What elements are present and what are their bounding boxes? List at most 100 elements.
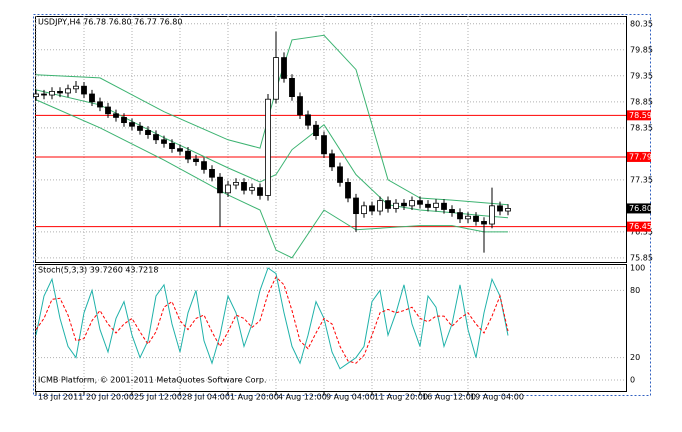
candle-body bbox=[345, 182, 351, 199]
candle-body bbox=[353, 197, 359, 215]
candle-body bbox=[209, 169, 215, 178]
candle-body bbox=[377, 200, 383, 212]
y-tick-label: 0 bbox=[630, 376, 635, 385]
x-tick-label: 16 Aug 12:00 bbox=[422, 393, 476, 402]
candle-body bbox=[289, 78, 295, 98]
candle-body bbox=[337, 166, 343, 183]
candle-body bbox=[33, 93, 39, 98]
candle-body bbox=[217, 176, 223, 194]
candle-body bbox=[193, 158, 199, 163]
candle-body bbox=[65, 88, 71, 94]
candle-body bbox=[249, 187, 255, 191]
y-tick-label: 78.35 bbox=[630, 123, 653, 132]
y-tick-label: 75.85 bbox=[630, 253, 653, 262]
candle-body bbox=[49, 91, 55, 96]
candle-body bbox=[505, 208, 511, 212]
candle-body bbox=[257, 187, 263, 196]
candle-body bbox=[153, 134, 159, 141]
candle-body bbox=[129, 122, 135, 127]
candle-body bbox=[409, 200, 415, 207]
stoch-line bbox=[35, 267, 509, 370]
candle-body bbox=[81, 85, 87, 95]
candle-body bbox=[321, 135, 327, 155]
selection-border bbox=[33, 14, 651, 396]
level-label-box bbox=[627, 151, 651, 162]
candle-body bbox=[105, 106, 111, 115]
candle-body bbox=[97, 101, 103, 108]
candle-body bbox=[169, 143, 175, 150]
bollinger-upper bbox=[35, 34, 509, 206]
y-tick-label: 77.35 bbox=[630, 175, 653, 184]
plot-layer: 75.85 76.35 77.35 78.35 78.85 79.35 79.85 80.35… bbox=[33, 16, 653, 402]
stoch-line bbox=[35, 276, 509, 364]
y-tick-label: 79.35 bbox=[630, 71, 653, 80]
y-tick-label: 76.35 bbox=[630, 227, 653, 236]
candle-body bbox=[481, 221, 487, 225]
main-panel bbox=[35, 16, 627, 263]
current-price-label: 76.80 bbox=[629, 204, 652, 213]
candle-body bbox=[297, 96, 303, 116]
candle-body bbox=[225, 184, 231, 194]
candle-body bbox=[41, 93, 47, 96]
stoch-panel bbox=[35, 264, 627, 392]
x-tick-label: 20 Jul 20:00 bbox=[86, 393, 134, 402]
x-tick-label: 18 Jul 2011 bbox=[38, 393, 83, 402]
level-label: 78.59 bbox=[629, 111, 652, 120]
candle-body bbox=[433, 202, 439, 208]
candle-body bbox=[145, 130, 151, 135]
candle-body bbox=[113, 113, 119, 118]
y-tick-label: 100 bbox=[630, 264, 645, 273]
level-label: 77.79 bbox=[629, 152, 652, 161]
candle-body bbox=[73, 85, 79, 90]
level-label-box bbox=[627, 221, 651, 232]
candle-body bbox=[497, 205, 503, 212]
x-tick-label: 11 Aug 20:00 bbox=[374, 393, 428, 402]
stoch-title: Stoch(5,3,3) 39.7260 43.7218 bbox=[38, 266, 158, 275]
y-tick-label: 80.35 bbox=[630, 19, 653, 28]
y-tick-label: 79.85 bbox=[630, 45, 653, 54]
candle-body bbox=[369, 205, 375, 212]
candle-body bbox=[449, 209, 455, 213]
x-tick-label: 1 Aug 20:00 bbox=[230, 393, 279, 402]
level-label-box bbox=[627, 110, 651, 121]
candle-body bbox=[185, 150, 191, 160]
x-tick-label: 25 Jul 12:00 bbox=[134, 393, 182, 402]
copyright: ICMB Platform, © 2001-2011 MetaQuotes So… bbox=[38, 376, 267, 385]
bollinger-middle bbox=[35, 89, 509, 219]
candle-body bbox=[465, 215, 471, 220]
main-title: USDJPY,H4 76.78 76.80 76.77 76.80 bbox=[38, 18, 182, 27]
candle-body bbox=[425, 203, 431, 208]
candle-body bbox=[401, 202, 407, 207]
candle-body bbox=[241, 182, 247, 191]
y-tick-label: 78.85 bbox=[630, 97, 653, 106]
candle-body bbox=[329, 153, 335, 168]
candle-body bbox=[201, 161, 207, 170]
candle-body bbox=[457, 212, 463, 220]
x-tick-label: 19 Aug 04:00 bbox=[470, 393, 524, 402]
candle-body bbox=[273, 57, 279, 100]
candle-body bbox=[177, 148, 183, 152]
current-price-box bbox=[627, 203, 651, 214]
candle-body bbox=[57, 91, 63, 94]
candle-body bbox=[161, 139, 167, 144]
candle-body bbox=[473, 215, 479, 222]
candle-body bbox=[385, 200, 391, 209]
candle-body bbox=[417, 200, 423, 205]
candle-body bbox=[313, 124, 319, 137]
candle-body bbox=[265, 98, 271, 196]
candle-body bbox=[361, 205, 367, 215]
candle-body bbox=[121, 117, 127, 124]
candle-body bbox=[305, 114, 311, 126]
candle-body bbox=[489, 205, 495, 225]
x-tick-label: 9 Aug 04:00 bbox=[326, 393, 375, 402]
x-tick-label: 4 Aug 12:00 bbox=[278, 393, 327, 402]
level-label: 76.45 bbox=[629, 222, 652, 231]
candle-body bbox=[233, 182, 239, 186]
x-tick-label: 28 Jul 04:00 bbox=[182, 393, 230, 402]
candle-body bbox=[393, 202, 399, 209]
candle-body bbox=[89, 93, 95, 103]
bollinger-lower bbox=[35, 99, 508, 259]
candle-body bbox=[281, 57, 287, 79]
candle-body bbox=[441, 202, 447, 210]
